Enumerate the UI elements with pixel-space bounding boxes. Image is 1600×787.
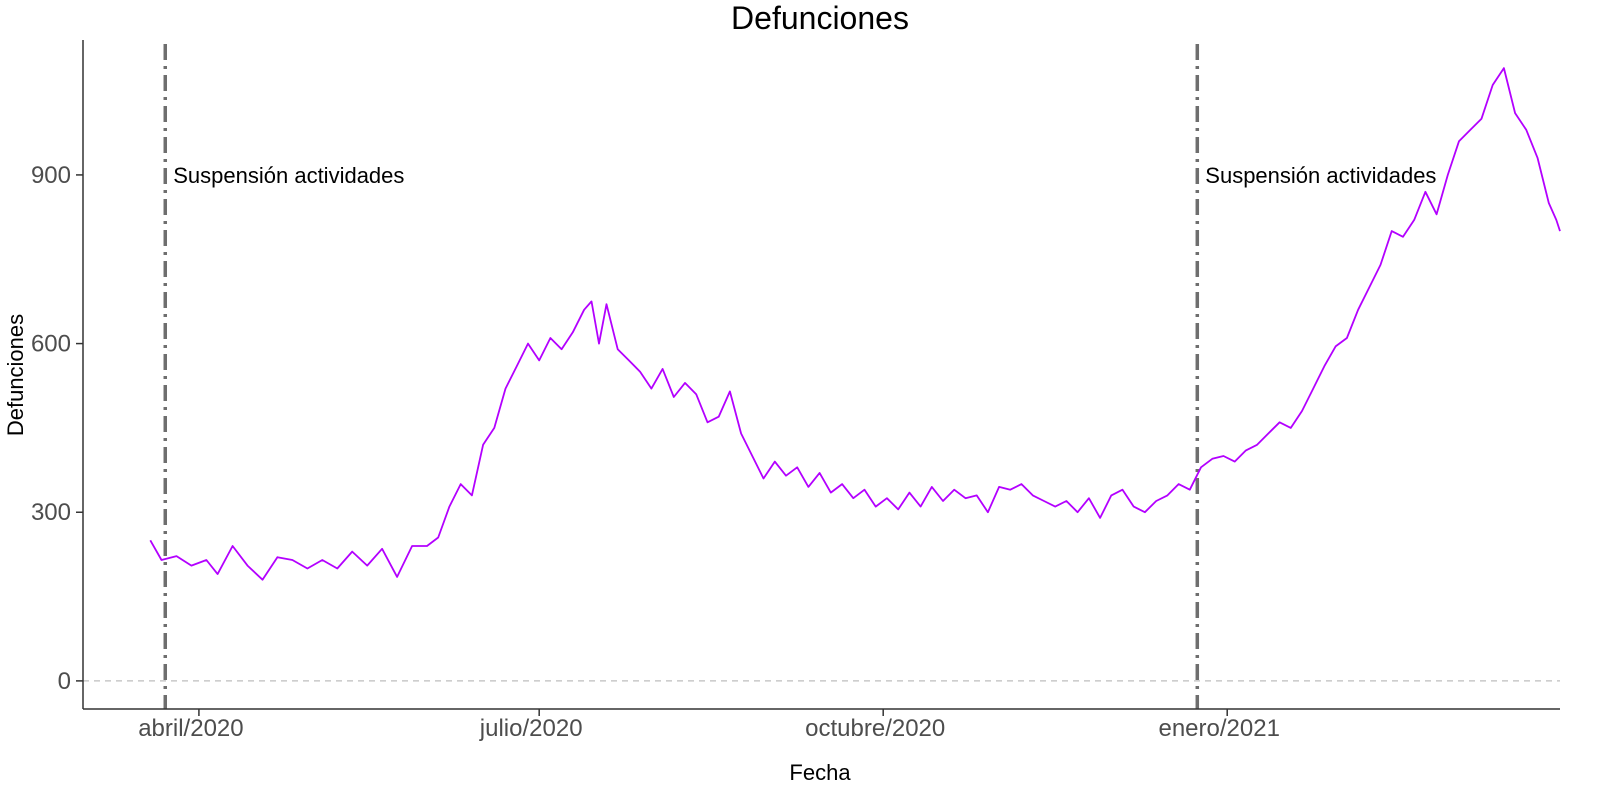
y-tick-label: 300 bbox=[31, 499, 71, 526]
x-tick-label: julio/2020 bbox=[479, 715, 583, 742]
y-axis-label: Defunciones bbox=[3, 314, 28, 436]
y-axis-ticks: 0 300 600 900 bbox=[31, 162, 83, 695]
y-tick-label: 900 bbox=[31, 162, 71, 189]
x-tick-label: octubre/2020 bbox=[805, 715, 945, 742]
chart-title: Defunciones bbox=[731, 0, 909, 36]
x-axis-ticks: abril/2020 julio/2020 octubre/2020 enero/20… bbox=[138, 709, 1280, 742]
y-tick-label: 600 bbox=[31, 331, 71, 358]
x-axis-label: Fecha bbox=[789, 760, 851, 785]
plot-area: Suspensión actividades Suspensión activid… bbox=[83, 44, 1561, 709]
series-layer bbox=[149, 67, 1561, 581]
suspension-annotation: Suspensión actividades bbox=[1205, 163, 1436, 188]
series-line-defunciones bbox=[149, 67, 1561, 581]
vertical-lines-layer bbox=[163, 44, 1200, 709]
annotations-layer: Suspensión actividades Suspensión activid… bbox=[173, 163, 1436, 188]
x-tick-label: abril/2020 bbox=[138, 715, 243, 742]
y-tick-label: 0 bbox=[58, 668, 71, 695]
suspension-annotation: Suspensión actividades bbox=[173, 163, 404, 188]
x-tick-label: enero/2021 bbox=[1158, 715, 1279, 742]
